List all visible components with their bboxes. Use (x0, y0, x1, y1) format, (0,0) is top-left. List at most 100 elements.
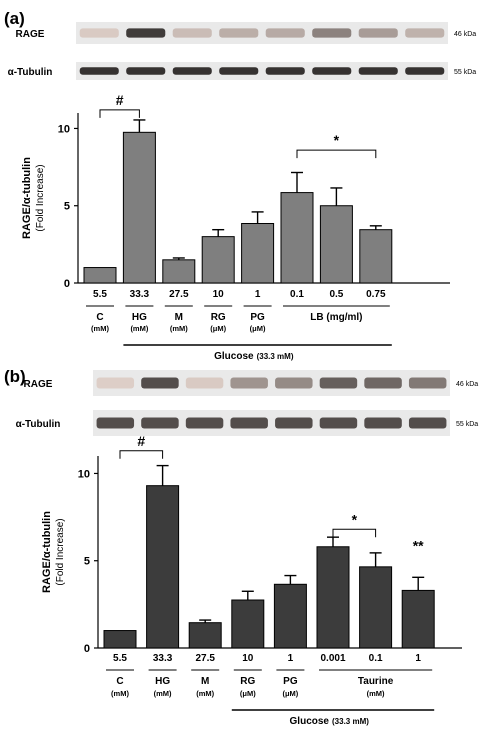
bar (241, 223, 275, 284)
significance-symbol: * (334, 132, 340, 148)
y-tick-label: 10 (78, 468, 90, 480)
group-label: M (175, 312, 183, 323)
panel-a: (a)RAGE 46 kDa α-Tubulin 55 kDa 0 5 10 RAGE/α-t… (4, 9, 476, 362)
blot-strip (76, 62, 448, 80)
group-label: M (201, 676, 209, 687)
bar (273, 583, 307, 649)
significance-symbol: # (137, 433, 145, 449)
y-axis-label-sub: (Fold Increase) (55, 518, 66, 585)
category-label: 0.75 (366, 289, 386, 300)
bar (319, 205, 353, 284)
blot-band (185, 417, 224, 429)
group-unit: (mM) (170, 324, 188, 333)
blot-band (408, 417, 447, 429)
blot-band (265, 28, 305, 38)
group-unit: (μM) (250, 324, 266, 333)
blot-band (219, 28, 259, 38)
group-label: PG (250, 312, 265, 323)
bar (316, 546, 350, 649)
blot-row: α-Tubulin 55 kDa (16, 410, 478, 436)
blot-band (358, 67, 398, 75)
group-label: HG (155, 676, 170, 687)
category-label: 33.3 (130, 289, 150, 300)
y-axis-label-sub: (Fold Increase) (35, 164, 46, 231)
bar (162, 259, 196, 284)
group-label: Taurine (358, 676, 394, 687)
group-unit: (μM) (282, 689, 298, 698)
group-unit: (mM) (111, 689, 129, 698)
blot-band (312, 67, 352, 75)
y-tick-label: 10 (58, 123, 70, 135)
category-label: 1 (288, 653, 294, 664)
kda-label: 46 kDa (454, 31, 476, 38)
blot-row-label: α-Tubulin (16, 419, 61, 430)
category-label: 5.5 (93, 289, 107, 300)
group-unit: (μM) (210, 324, 226, 333)
significance-bracket (296, 149, 377, 159)
blot-row-label: α-Tubulin (8, 67, 53, 78)
group-unit: (mM) (91, 324, 109, 333)
category-label: 0.1 (290, 289, 304, 300)
blot-band (141, 417, 179, 429)
glucose-concentration: (33.3 mM) (257, 352, 294, 361)
category-label: 0.001 (320, 653, 345, 664)
y-tick-label: 0 (64, 278, 70, 290)
blot-band (405, 67, 445, 75)
blot-row-label: RAGE (16, 29, 45, 40)
blot-row-label: RAGE (24, 379, 53, 390)
bar (103, 630, 137, 649)
blot-band (364, 417, 402, 429)
blot-band (172, 28, 212, 38)
blot-band (219, 67, 259, 75)
significance-symbol: * (352, 511, 358, 527)
group-label: RG (211, 312, 226, 323)
blot-band (319, 377, 358, 389)
kda-label: 55 kDa (456, 421, 478, 428)
bar (188, 622, 222, 649)
group-unit: (mM) (154, 689, 172, 698)
significance-bracket (332, 528, 377, 538)
blot-band (275, 377, 313, 389)
blot-band (172, 67, 212, 75)
blot-strip (76, 22, 448, 44)
panel-letter: (b) (4, 367, 26, 386)
group-label: LB (mg/ml) (310, 312, 362, 323)
y-tick-label: 5 (64, 201, 70, 213)
panel-b: (b)RAGE 46 kDa α-Tubulin 55 kDa 0 5 10 RAGE/α-t… (4, 367, 478, 727)
y-axis-label: RAGE/α-tubulin (21, 157, 33, 239)
group-unit: (μM) (240, 689, 256, 698)
bar (122, 131, 156, 284)
blot-band (312, 28, 352, 38)
group-unit: (mM) (130, 324, 148, 333)
bar (146, 485, 180, 649)
category-label: 1 (255, 289, 261, 300)
blot-row: RAGE 46 kDa (24, 370, 478, 396)
blot-band (275, 417, 313, 429)
blot-band (319, 417, 358, 429)
blot-band (79, 67, 119, 75)
significance-symbol: # (116, 92, 124, 108)
category-label: 10 (213, 289, 225, 300)
kda-label: 55 kDa (454, 69, 476, 76)
significance-symbol: ** (413, 537, 424, 553)
bar (201, 236, 235, 284)
blot-band (96, 377, 135, 389)
category-label: 1 (415, 653, 421, 664)
glucose-label: Glucose (214, 351, 254, 362)
category-label: 27.5 (195, 653, 215, 664)
blot-band (230, 377, 268, 389)
group-label: RG (240, 676, 255, 687)
y-axis-label: RAGE/α-tubulin (41, 511, 53, 593)
group-unit: (mM) (196, 689, 214, 698)
group-label: C (116, 676, 123, 687)
significance-bracket (119, 450, 164, 459)
category-label: 0.5 (329, 289, 343, 300)
kda-label: 46 kDa (456, 381, 478, 388)
bar (359, 229, 393, 284)
blot-band (96, 417, 135, 429)
blot-band (126, 67, 166, 75)
category-label: 33.3 (153, 653, 173, 664)
bar (401, 589, 435, 649)
blot-band (358, 28, 398, 38)
category-label: 5.5 (113, 653, 127, 664)
